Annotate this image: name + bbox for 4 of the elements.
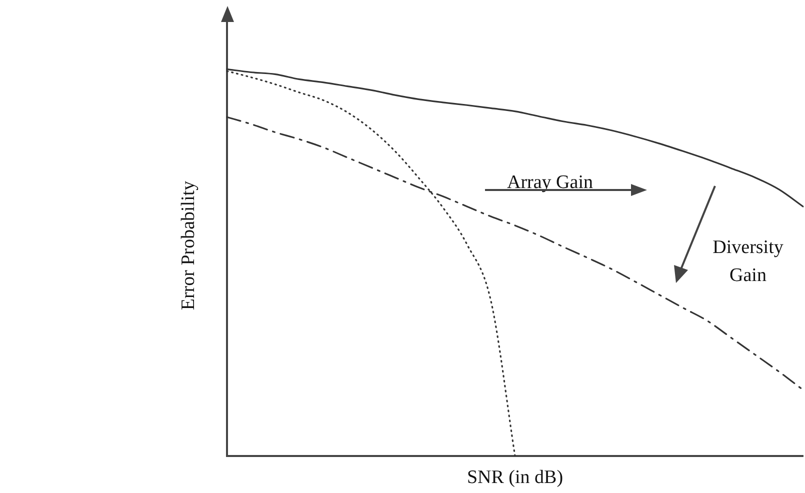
annotation: Array Gain: [507, 172, 594, 193]
x-axis-title: SNR (in dB): [466, 466, 564, 488]
y-axis-title: Error Probability: [178, 180, 199, 310]
annotation: Diversity Gain: [712, 236, 784, 286]
